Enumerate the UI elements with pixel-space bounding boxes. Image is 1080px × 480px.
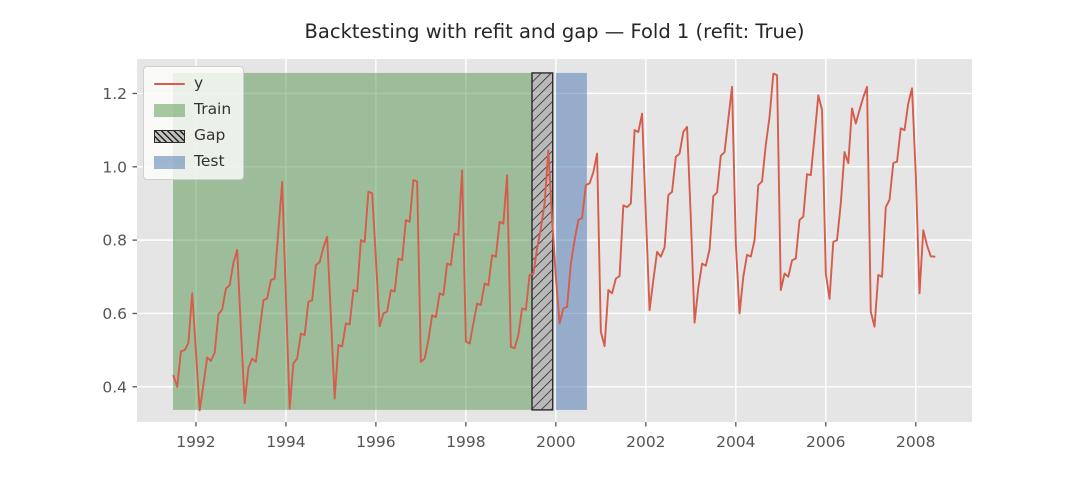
legend-item-test: Test bbox=[154, 152, 231, 172]
x-tick-label: 1994 bbox=[266, 433, 305, 451]
legend-item-train: Train bbox=[154, 100, 231, 120]
y-tick-label: 0.8 bbox=[102, 232, 127, 250]
legend-label-test: Test bbox=[194, 152, 225, 171]
legend-train-swatch bbox=[154, 103, 185, 117]
test-region bbox=[555, 72, 587, 410]
x-tick-label: 1992 bbox=[176, 433, 215, 451]
legend-box: y Train Gap Test bbox=[143, 66, 245, 180]
x-tick-label: 2002 bbox=[626, 433, 665, 451]
x-tick-label: 2000 bbox=[536, 433, 575, 451]
x-tick-label: 1998 bbox=[446, 433, 485, 451]
x-tick-label: 2004 bbox=[716, 433, 755, 451]
x-tick-label: 2006 bbox=[806, 433, 845, 451]
y-tick-label: 1.2 bbox=[102, 85, 127, 103]
chart-title: Backtesting with refit and gap — Fold 1 … bbox=[304, 20, 805, 43]
legend-line-swatch bbox=[154, 82, 185, 86]
legend-item-gap: Gap bbox=[154, 126, 231, 146]
legend-test-swatch bbox=[154, 155, 185, 169]
legend-label-train: Train bbox=[194, 100, 232, 119]
legend-gap-swatch bbox=[154, 129, 185, 143]
y-tick-label: 0.4 bbox=[102, 378, 127, 396]
series-line-y bbox=[172, 72, 936, 412]
y-tick-label: 0.6 bbox=[102, 305, 127, 323]
x-tick-label: 1996 bbox=[356, 433, 395, 451]
gap-region-hatch bbox=[531, 72, 554, 411]
x-tick-label: 2008 bbox=[896, 433, 935, 451]
legend-item-y: y bbox=[154, 74, 231, 94]
y-tick-label: 1.0 bbox=[102, 158, 127, 176]
legend-label-y: y bbox=[194, 74, 204, 93]
legend-label-gap: Gap bbox=[194, 126, 226, 145]
